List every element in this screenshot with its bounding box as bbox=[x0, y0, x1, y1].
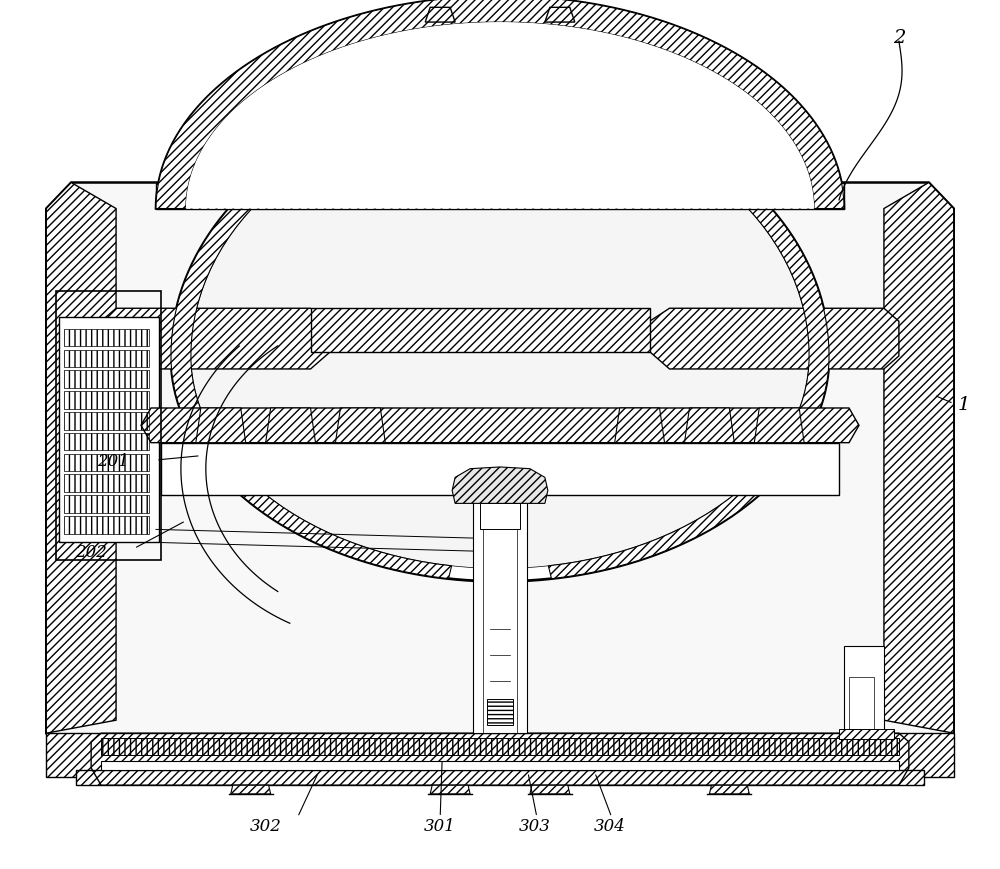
Polygon shape bbox=[311, 308, 650, 352]
Bar bbox=[839, 729, 894, 740]
Bar bbox=[64, 350, 149, 368]
Bar bbox=[480, 504, 520, 530]
Bar bbox=[64, 474, 149, 493]
Bar bbox=[59, 317, 159, 543]
Polygon shape bbox=[156, 0, 844, 209]
Polygon shape bbox=[335, 408, 385, 443]
Polygon shape bbox=[46, 183, 954, 777]
Polygon shape bbox=[186, 23, 814, 209]
Polygon shape bbox=[46, 183, 116, 733]
Polygon shape bbox=[615, 408, 665, 443]
Polygon shape bbox=[430, 786, 470, 794]
Polygon shape bbox=[171, 96, 829, 581]
Polygon shape bbox=[545, 9, 575, 23]
Polygon shape bbox=[141, 408, 859, 443]
Polygon shape bbox=[171, 100, 452, 579]
Bar bbox=[844, 647, 884, 733]
Polygon shape bbox=[46, 733, 954, 777]
Bar bbox=[101, 738, 899, 755]
Polygon shape bbox=[487, 699, 513, 725]
Text: 2: 2 bbox=[893, 29, 905, 47]
Polygon shape bbox=[156, 183, 844, 209]
Bar bbox=[849, 677, 874, 729]
Polygon shape bbox=[709, 786, 749, 794]
Text: 202: 202 bbox=[75, 543, 107, 560]
Polygon shape bbox=[196, 408, 246, 443]
Text: 1: 1 bbox=[958, 395, 970, 413]
Polygon shape bbox=[530, 786, 570, 794]
Bar bbox=[64, 392, 149, 409]
Polygon shape bbox=[101, 308, 330, 369]
Bar bbox=[483, 482, 517, 733]
Bar bbox=[101, 761, 899, 770]
Text: 302: 302 bbox=[250, 818, 282, 834]
Polygon shape bbox=[161, 443, 839, 495]
Polygon shape bbox=[650, 308, 899, 369]
Bar bbox=[64, 454, 149, 472]
Bar bbox=[64, 413, 149, 430]
Bar bbox=[64, 371, 149, 388]
Polygon shape bbox=[548, 100, 829, 579]
Bar bbox=[76, 770, 924, 786]
Text: 304: 304 bbox=[594, 818, 626, 834]
Polygon shape bbox=[425, 9, 455, 23]
Text: 303: 303 bbox=[519, 818, 551, 834]
Bar bbox=[64, 329, 149, 347]
Bar bbox=[64, 434, 149, 451]
Bar bbox=[64, 516, 149, 534]
Bar bbox=[64, 495, 149, 514]
Polygon shape bbox=[754, 408, 804, 443]
Polygon shape bbox=[231, 786, 271, 794]
Text: 201: 201 bbox=[97, 452, 129, 469]
Polygon shape bbox=[452, 468, 548, 504]
Polygon shape bbox=[884, 183, 954, 733]
Polygon shape bbox=[156, 0, 844, 209]
Polygon shape bbox=[684, 408, 734, 443]
Bar bbox=[473, 482, 527, 733]
Polygon shape bbox=[266, 408, 316, 443]
Text: 301: 301 bbox=[424, 818, 456, 834]
Polygon shape bbox=[191, 109, 809, 568]
Bar bbox=[56, 292, 161, 561]
